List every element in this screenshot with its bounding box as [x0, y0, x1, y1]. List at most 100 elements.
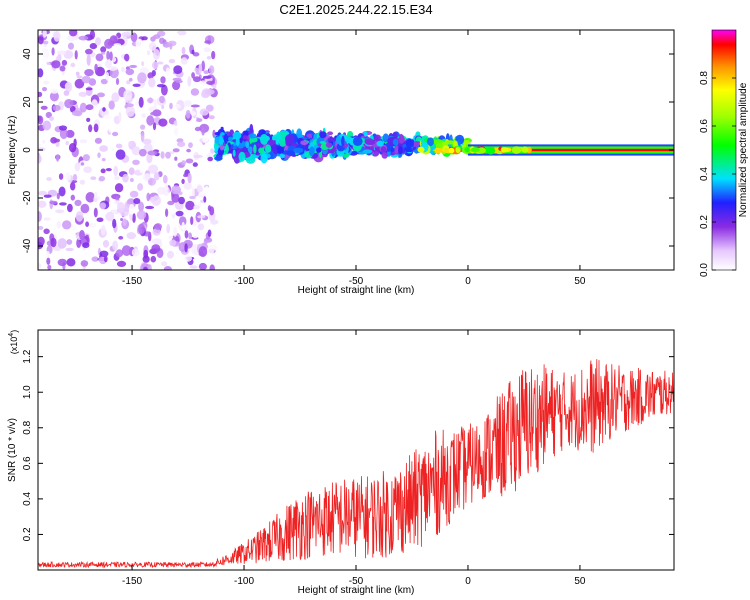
x-tick-label: 50 [574, 276, 586, 287]
snr-multiplier-base: (x10 [9, 337, 19, 355]
spectrogram-cell [138, 201, 145, 212]
x-tick-label: -150 [122, 576, 142, 587]
spectrogram-cell [136, 210, 147, 220]
spectrogram-cell [147, 150, 158, 156]
spectrogram-cell [139, 166, 145, 174]
spectrogram-cell [361, 146, 365, 151]
spectrogram-cell [398, 146, 403, 155]
spectrogram-cell [58, 186, 66, 197]
spectrogram-cell [100, 78, 108, 85]
spectrogram-cell [238, 151, 246, 162]
spectrogram-cell [74, 50, 78, 60]
spectrogram-cell [204, 40, 212, 44]
spectrogram-cell [203, 196, 207, 203]
spectrogram-cell [111, 209, 118, 214]
spectrogram-cell [115, 249, 124, 258]
spectrogram-cell [193, 76, 201, 83]
spectrogram-cell [245, 141, 250, 149]
spectrogram-cell [123, 89, 133, 101]
spectrogram-cell [113, 165, 119, 177]
x-tick-label: -100 [234, 576, 254, 587]
spectrogram-cell [83, 166, 92, 174]
spectrogram-cell [80, 162, 85, 166]
spectrogram-cell [173, 226, 178, 237]
spectrogram-cell [172, 148, 180, 153]
spectrogram-cell [183, 140, 190, 147]
spectrogram-cell [168, 235, 174, 240]
spectrogram-cell [79, 229, 85, 241]
spectrogram-cell [118, 236, 124, 240]
spectrogram-cell [197, 215, 206, 219]
spectrogram-cell [201, 60, 205, 72]
spectrogram-cell [105, 168, 112, 172]
x-tick-label: -150 [122, 276, 142, 287]
spectrogram-cell [147, 177, 156, 186]
spectrogram-cell [156, 84, 166, 88]
spectrogram-cell [207, 156, 213, 162]
spectrogram-cell [148, 42, 157, 51]
spectrogram-cell [94, 63, 98, 72]
spectrogram-cell [115, 149, 126, 160]
spectrogram-cell [197, 223, 205, 231]
spectrogram-cell [85, 104, 94, 111]
spectrogram-cell [209, 264, 215, 270]
spectrogram-cell [446, 140, 454, 145]
spectrogram-cell [68, 42, 74, 50]
spectrogram-cell [521, 146, 529, 153]
spectrogram-cell [103, 255, 108, 263]
spectrogram-cell [97, 92, 105, 98]
spectrogram-cell [47, 264, 52, 270]
spectrogram-cell [203, 70, 209, 74]
spectrogram-cell [183, 182, 192, 190]
spectrogram-cell [58, 125, 68, 131]
spectrogram-cell [146, 115, 155, 126]
spectrogram-cell [74, 78, 85, 89]
colorbar-tick-label: 0.4 [699, 167, 710, 181]
spectrogram-cell [101, 158, 106, 162]
spectrogram-cell [161, 84, 168, 96]
spectrogram-cell [70, 194, 76, 201]
spectrogram-cell [150, 111, 158, 116]
y-tick-label: -40 [22, 238, 33, 253]
spectrogram-cell [129, 190, 139, 198]
snr-multiplier-close: ) [9, 330, 19, 333]
spectrogram-cell [200, 199, 205, 203]
spectrogram-cell [153, 34, 161, 39]
spectrogram-cell [185, 200, 195, 211]
spectrogram-cell [45, 111, 52, 119]
spectrogram-cell [327, 131, 334, 136]
spectrogram-cell [67, 203, 73, 213]
spectrogram-cell [190, 104, 200, 108]
colorbar-tick-label: 0.8 [699, 71, 710, 85]
spectrogram-cell [57, 238, 67, 249]
spectrogram-cell [376, 140, 384, 147]
spectrogram-cell [99, 145, 108, 152]
spectrogram-cell [38, 36, 44, 45]
spectrogram-cell [89, 222, 96, 228]
spectrogram-cell [308, 146, 315, 157]
spectrogram-cell [191, 72, 196, 79]
spectrogram-cell [65, 140, 69, 146]
spectrogram-cell [157, 186, 166, 195]
spectrogram-cell [86, 54, 91, 66]
spectrogram-cell [141, 61, 145, 67]
spectrogram-cell [118, 111, 122, 123]
spectrogram-cell [128, 203, 135, 215]
spectrogram-cell [335, 135, 341, 144]
spectrogram-cell [181, 46, 186, 55]
spectrogram-cell [193, 205, 200, 210]
spectrogram-cell [53, 138, 61, 143]
x-tick-label: 0 [465, 576, 471, 587]
colorbar: 0.0 0.2 0.4 0.6 0.8 Normalized spectral ampl… [699, 29, 749, 277]
spectrogram-cell [38, 190, 48, 196]
spectrogram-cell [148, 164, 159, 174]
spectrogram-cell [61, 220, 72, 230]
spectrogram-cell [84, 69, 94, 77]
spectrogram-cell [84, 251, 91, 257]
spectrogram-cell [105, 211, 115, 222]
spectrogram-cell [351, 151, 358, 155]
spectrogram-cell [69, 30, 78, 37]
spectrogram-cell [93, 197, 98, 203]
spectrogram-cell [141, 113, 146, 119]
spectrogram-cell [220, 126, 224, 130]
